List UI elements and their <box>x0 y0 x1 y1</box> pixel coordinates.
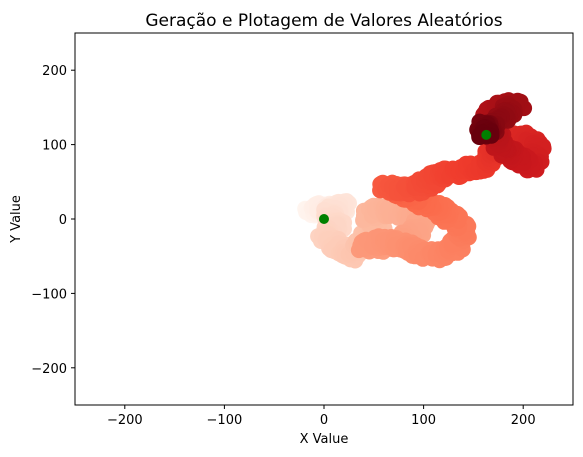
start-point-marker <box>319 214 329 224</box>
endpoint-markers <box>319 129 492 224</box>
y-axis-ticks: −200 −100 0 100 200 <box>31 64 75 377</box>
x-tick-label: −100 <box>207 413 243 428</box>
end-point-marker <box>481 129 492 140</box>
y-tick-label: 200 <box>42 64 67 79</box>
y-tick-label: −200 <box>31 362 67 377</box>
x-tick-label: −200 <box>107 413 143 428</box>
y-tick-label: −100 <box>31 287 67 302</box>
x-tick-label: 100 <box>411 413 436 428</box>
y-tick-label: 0 <box>59 213 67 228</box>
y-tick-label: 100 <box>42 139 67 154</box>
x-tick-label: 200 <box>511 413 536 428</box>
x-axis-label: X Value <box>300 432 349 447</box>
x-tick-label: 0 <box>320 413 328 428</box>
walk-points <box>297 92 552 269</box>
chart-title: Geração e Plotagem de Valores Aleatórios <box>145 11 502 31</box>
x-axis-ticks: −200 −100 0 100 200 <box>107 405 536 428</box>
y-axis-label: Y Value <box>9 195 24 244</box>
